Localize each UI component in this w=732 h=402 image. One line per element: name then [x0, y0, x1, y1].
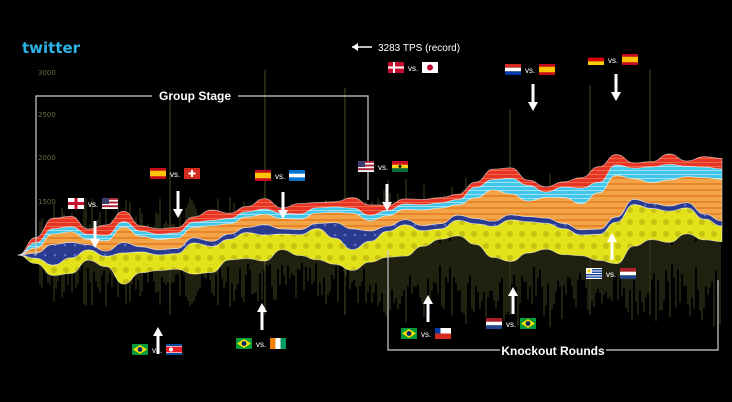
matchup-spain-vs-switzerland: vs. [150, 168, 200, 218]
match-annotations: vs. vs. vs. vs. vs. vs. vs. vs. vs. vs. vs. vs. [68, 54, 638, 355]
arrow-up-icon [423, 295, 433, 322]
y-tick-label: 1500 [38, 198, 56, 206]
flag-chile-icon [435, 328, 451, 339]
y-tick-label: 3000 [38, 69, 56, 77]
group-stage-bracket: Group Stage [35, 89, 369, 255]
arrow-up-icon [607, 233, 617, 260]
flag-uruguay-icon [586, 268, 602, 279]
flag-brazil-icon [520, 318, 536, 329]
flag-north-korea-icon [166, 344, 182, 355]
matchup-uruguay-vs-netherlands: vs. [586, 233, 636, 279]
flag-switzerland-icon [184, 168, 200, 179]
arrow-up-icon [153, 327, 163, 354]
flag-england-icon [68, 198, 84, 209]
matchup-england-vs-usa: vs. [68, 198, 118, 248]
flag-germany-icon [588, 54, 604, 65]
y-tick-label: 2000 [38, 154, 56, 162]
matchup-germany-vs-spain: vs. [588, 54, 638, 101]
arrow-down-icon [611, 74, 621, 101]
vs-label: vs. [256, 340, 266, 349]
flag-paraguay-icon [505, 64, 521, 75]
vs-label: vs. [88, 200, 98, 209]
flag-brazil-icon [401, 328, 417, 339]
vs-label: vs. [275, 172, 285, 181]
knockout-rounds-bracket: Knockout Rounds [387, 250, 719, 358]
flag-brazil-icon [236, 338, 252, 349]
matchup-paraguay-vs-spain: vs. [505, 64, 555, 111]
matchup-brazil-vs-ivory-coast: vs. [236, 303, 286, 349]
flag-usa-icon [102, 198, 118, 209]
group-stage-label: Group Stage [159, 89, 231, 103]
flag-japan-icon [422, 62, 438, 73]
flag-ghana-icon [392, 161, 408, 172]
flag-spain-icon [255, 170, 271, 181]
twitter-logo: twitter [22, 39, 81, 57]
arrow-down-icon [278, 192, 288, 219]
vs-label: vs. [378, 163, 388, 172]
flag-netherlands-icon [620, 268, 636, 279]
flag-brazil-icon [132, 344, 148, 355]
vs-label: vs. [525, 66, 535, 75]
arrow-down-icon [528, 84, 538, 111]
matchup-denmark-vs-japan: vs. [388, 62, 438, 73]
arrow-up-icon [257, 303, 267, 330]
vs-label: vs. [608, 56, 618, 65]
arrow-down-icon [173, 191, 183, 218]
arrow-down-icon [90, 221, 100, 248]
record-annotation: 3283 TPS (record) [352, 43, 460, 54]
flag-netherlands-icon [486, 318, 502, 329]
flag-spain-icon [539, 64, 555, 75]
vs-label: vs. [421, 330, 431, 339]
flag-denmark-icon [388, 62, 404, 73]
vs-label: vs. [506, 320, 516, 329]
stream-other [17, 153, 723, 256]
record-label: 3283 TPS (record) [378, 43, 460, 54]
matchup-brazil-vs-north-korea: vs. [132, 327, 182, 355]
arrow-down-icon [382, 184, 392, 211]
matchup-netherlands-vs-brazil: vs. [486, 287, 536, 329]
vs-label: vs. [408, 64, 418, 73]
matchup-usa-vs-ghana: vs. [358, 161, 408, 211]
vs-label: vs. [606, 270, 616, 279]
flag-honduras-icon [289, 170, 305, 181]
matchup-spain-vs-honduras: vs. [255, 170, 305, 219]
y-tick-label: 2500 [38, 111, 56, 119]
vs-label: vs. [170, 170, 180, 179]
matchup-brazil-vs-chile: vs. [401, 295, 451, 339]
flag-ivory-coast-icon [270, 338, 286, 349]
flag-usa-icon [358, 161, 374, 172]
flag-spain-icon [150, 168, 166, 179]
flag-spain-icon [622, 54, 638, 65]
stream-layers [17, 153, 723, 285]
knockout-rounds-label: Knockout Rounds [501, 344, 605, 358]
arrow-up-icon [508, 287, 518, 314]
